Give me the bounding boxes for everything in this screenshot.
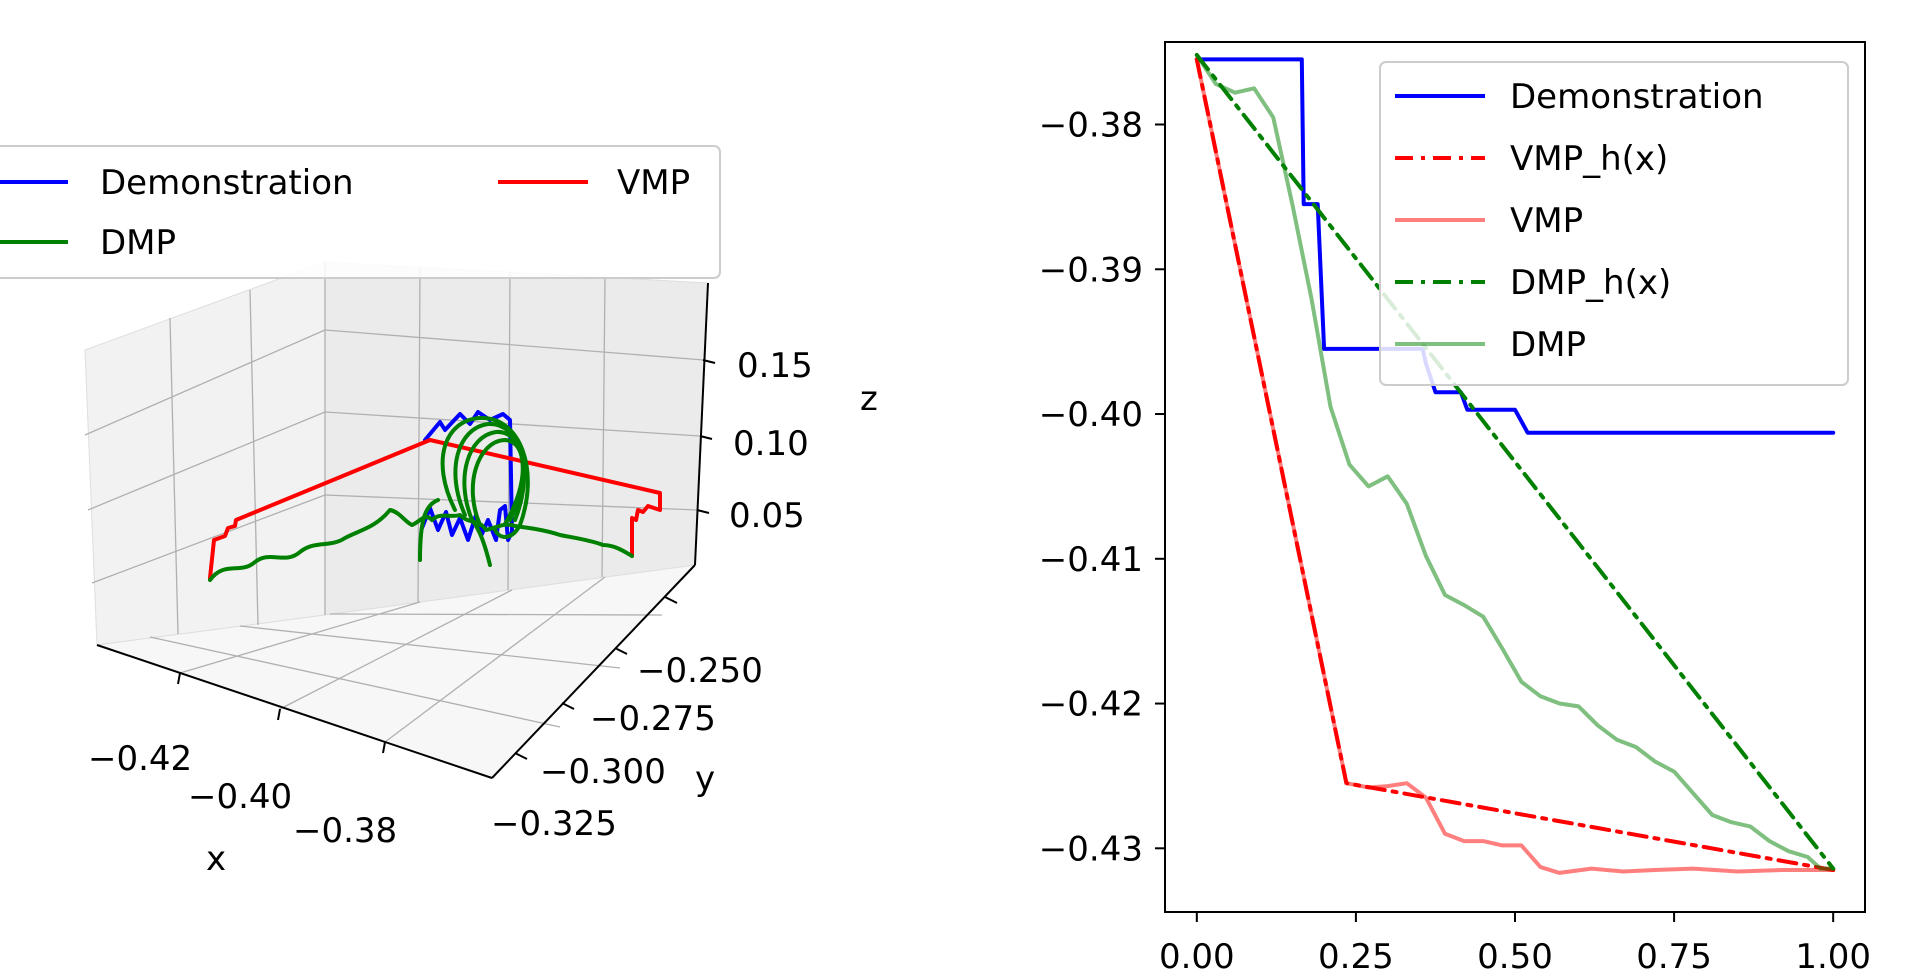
x-ticks: 0.00 0.25 0.50 0.75 1.00 <box>1159 912 1871 977</box>
y-tick-label: −0.250 <box>637 651 763 691</box>
series-line-dmp <box>1194 53 1836 871</box>
legend-2d: Demonstration VMP_h(x) VMP DMP_h(x) DMP <box>1379 61 1849 386</box>
y-tick-label: −0.300 <box>540 752 666 792</box>
x-tick-label: 1.00 <box>1795 937 1871 977</box>
z-tick-label: 0.15 <box>737 346 813 386</box>
series-line-vmp <box>1194 57 1836 875</box>
grid-3d <box>84 262 705 743</box>
legend-3d: Demonstration VMP DMP <box>0 145 721 279</box>
x-tick-label: −0.42 <box>88 739 192 779</box>
z-tick-label: 0.10 <box>733 424 809 464</box>
y-ticks: −0.38 −0.39 −0.40 −0.41 −0.42 −0.43 <box>1039 106 1165 869</box>
series-line-dmp-h-x <box>1194 53 1836 871</box>
x-tick-label: 0.25 <box>1318 937 1394 977</box>
x-tick-label: −0.40 <box>188 777 292 817</box>
legend-2d-frame <box>1379 61 1849 386</box>
dmp-3d-line <box>208 415 634 582</box>
legend-label-dmp: DMP <box>100 223 176 263</box>
tick-labels-3d: −0.42 −0.40 −0.38 −0.250 −0.275 −0.300 −… <box>88 346 813 851</box>
y-tick-label: −0.43 <box>1039 829 1143 869</box>
x-tick-label: 0.00 <box>1159 937 1235 977</box>
plot-2d: −0.38−0.39−0.40−0.41−0.42−0.43 0.00 0.25 0… <box>1039 41 1871 977</box>
legend-label-vmp-h-x: VMP_h(x) <box>1510 139 1668 179</box>
axis-lines-3d <box>96 282 709 779</box>
y-tick-label: −0.275 <box>590 699 716 739</box>
x-tick-label: 0.50 <box>1477 937 1553 977</box>
legend-label-demonstration: Demonstration <box>1510 77 1764 117</box>
y-tick-label: −0.38 <box>1039 106 1143 146</box>
y-tick-label: −0.325 <box>491 804 617 844</box>
vmp-3d-line <box>208 438 662 580</box>
tick-marks-3d <box>177 359 716 760</box>
plot-3d: −0.42 −0.40 −0.38 −0.250 −0.275 −0.300 −… <box>0 145 878 879</box>
y-tick-label: −0.40 <box>1039 395 1143 435</box>
z-axis-label-3d: z <box>860 379 878 419</box>
legend-label-vmp: VMP <box>617 163 690 203</box>
legend-label-vmp: VMP <box>1510 201 1583 241</box>
x-tick-label: −0.38 <box>293 811 397 851</box>
y-tick-label: −0.41 <box>1039 540 1143 580</box>
x-axis-label-3d: x <box>206 839 226 879</box>
pane-left <box>84 261 326 646</box>
x-tick-label: 0.75 <box>1636 937 1712 977</box>
legend-3d-frame <box>0 145 721 279</box>
traj-3d <box>208 410 662 582</box>
z-tick-label: 0.05 <box>729 496 805 536</box>
y-tick-label: −0.39 <box>1039 250 1143 290</box>
legend-label-dmp-h-x: DMP_h(x) <box>1510 263 1671 303</box>
y-axis-label-3d: y <box>695 759 715 799</box>
legend-label-demonstration: Demonstration <box>100 163 354 203</box>
y-tick-label: −0.42 <box>1039 685 1143 725</box>
legend-label-dmp: DMP <box>1510 325 1586 365</box>
